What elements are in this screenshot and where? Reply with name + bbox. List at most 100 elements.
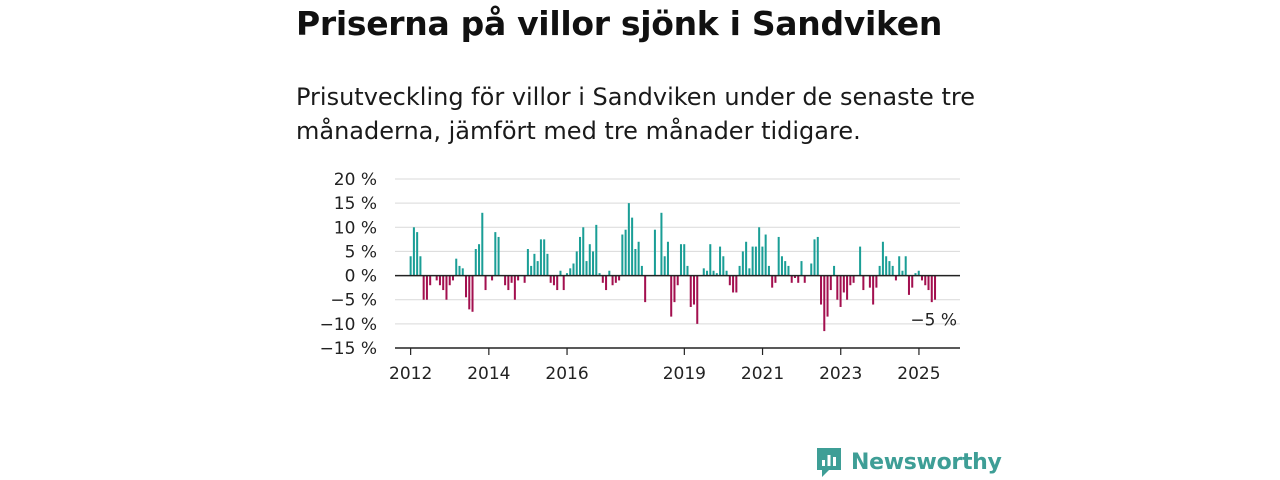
bar <box>416 232 419 276</box>
bar <box>533 253 536 276</box>
bar <box>468 275 471 310</box>
chart-subtitle: Prisutveckling för villor i Sandviken un… <box>296 83 975 145</box>
bar <box>771 275 774 288</box>
bar <box>846 275 849 300</box>
bar <box>621 234 624 276</box>
bar <box>833 265 836 276</box>
bar <box>774 275 777 283</box>
bar <box>494 232 497 276</box>
y-tick-label: 20 % <box>334 170 377 190</box>
y-tick-label: −15 % <box>320 339 377 359</box>
bar <box>663 256 666 276</box>
bar <box>429 275 432 286</box>
bar <box>637 241 640 276</box>
bar <box>725 270 728 276</box>
bar <box>761 246 764 276</box>
bar <box>546 253 549 276</box>
bar <box>803 275 806 283</box>
bar <box>565 273 568 276</box>
bar <box>559 270 562 276</box>
bar <box>745 241 748 276</box>
bar <box>758 227 761 276</box>
bar <box>715 273 718 276</box>
bar <box>461 268 464 276</box>
y-tick-label: 10 % <box>334 218 377 238</box>
bar-chart: 20 %15 %10 %5 %0 %−5 %−10 %−15 % 2012 201… <box>320 170 960 384</box>
bar <box>478 244 481 276</box>
bar <box>592 251 595 276</box>
bar <box>575 251 578 276</box>
bar <box>709 244 712 276</box>
bar <box>536 261 539 276</box>
y-tick-label: 0 % <box>345 267 377 287</box>
bar <box>640 265 643 276</box>
bar <box>780 256 783 276</box>
bar <box>787 265 790 276</box>
bar <box>898 256 901 276</box>
bar <box>634 249 637 276</box>
bar <box>676 275 679 286</box>
bar <box>836 275 839 300</box>
x-tick-label: 2021 <box>741 364 784 384</box>
bar <box>813 239 816 276</box>
bar <box>696 275 699 324</box>
bar <box>445 275 448 300</box>
bar <box>911 275 914 288</box>
chart-title: Priserna på villor sjönk i Sandviken <box>296 4 943 43</box>
x-tick-label: 2012 <box>389 364 432 384</box>
bar <box>868 275 871 288</box>
bar <box>904 256 907 276</box>
bar <box>735 275 738 293</box>
bar <box>484 275 487 291</box>
bar <box>585 261 588 276</box>
bar <box>539 239 542 276</box>
x-tick-label: 2014 <box>467 364 510 384</box>
bar <box>562 275 565 291</box>
bar <box>728 275 731 286</box>
bar <box>927 275 930 291</box>
bar <box>614 275 617 283</box>
bar <box>859 246 862 276</box>
bar <box>526 249 529 276</box>
bar <box>823 275 826 332</box>
bar <box>826 275 829 317</box>
bar <box>793 275 796 278</box>
bar <box>523 275 526 283</box>
bar <box>569 268 572 276</box>
bar <box>458 265 461 276</box>
x-tick-label: 2023 <box>819 364 862 384</box>
bar <box>491 275 494 281</box>
bar <box>504 275 507 286</box>
last-value-label: −5 % <box>910 311 957 331</box>
x-axis: 2012 2014 2016 2019 2021 2023 2025 <box>389 347 960 384</box>
bar <box>660 212 663 276</box>
bar <box>924 275 927 286</box>
bar <box>670 275 673 317</box>
bar <box>608 270 611 276</box>
brand-name: Newsworthy <box>851 449 1002 475</box>
bar <box>419 256 422 276</box>
bar <box>686 265 689 276</box>
bar <box>595 224 598 276</box>
bar <box>907 275 910 295</box>
bar <box>810 263 813 276</box>
bar <box>579 236 582 276</box>
bar <box>790 275 793 283</box>
bar <box>914 273 917 276</box>
y-tick-label: −5 % <box>330 291 377 311</box>
bar <box>588 244 591 276</box>
bar <box>816 236 819 276</box>
bar <box>683 244 686 276</box>
y-tick-label: 5 % <box>345 242 377 262</box>
bar <box>624 229 627 276</box>
bar <box>738 265 741 276</box>
bar <box>881 241 884 276</box>
bars <box>395 203 960 332</box>
bar <box>934 275 937 300</box>
bar <box>849 275 852 286</box>
bar <box>425 275 428 300</box>
bar <box>412 227 415 276</box>
bar <box>644 275 647 303</box>
bar <box>471 275 474 312</box>
bar <box>442 275 445 291</box>
